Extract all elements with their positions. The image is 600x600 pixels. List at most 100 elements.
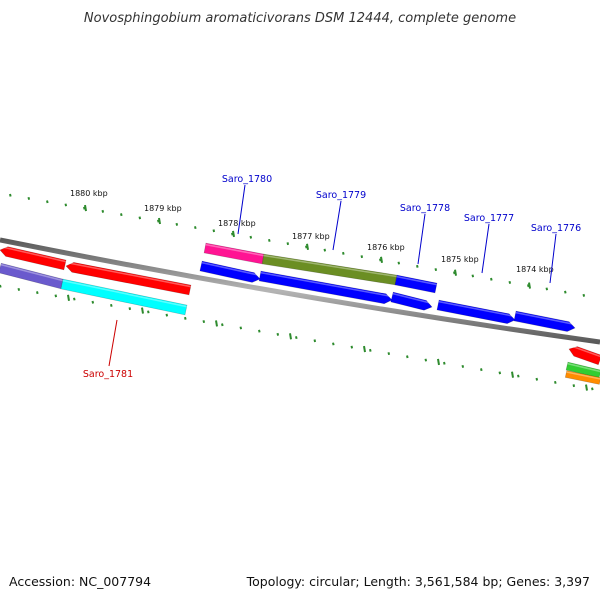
minor-tick [184, 316, 187, 320]
minor-tick [527, 284, 530, 288]
major-tick [84, 204, 87, 212]
gene-feature-inner[interactable] [199, 260, 261, 283]
minor-tick [157, 219, 160, 223]
minor-tick [443, 361, 446, 365]
major-tick [363, 345, 366, 353]
gene-features [0, 242, 600, 385]
minor-tick [231, 232, 234, 236]
gene-feature-highlight [569, 344, 600, 358]
gene-feature-highlight [260, 271, 393, 298]
gene-label-leader [481, 223, 490, 274]
gene-feature-outer[interactable] [568, 346, 600, 366]
minor-tick [286, 242, 290, 246]
gene-label-saro-1781[interactable]: Saro_1781 [83, 369, 133, 380]
minor-tick [490, 277, 493, 281]
major-tick [289, 333, 292, 340]
minor-tick [249, 235, 253, 239]
minor-tick [498, 371, 502, 375]
minor-tick [350, 345, 354, 349]
gene-feature-highlight [566, 371, 600, 380]
minor-tick [64, 203, 68, 207]
major-tick [437, 358, 440, 366]
minor-tick [434, 268, 438, 272]
gene-feature-highlight [392, 292, 433, 305]
tick-marks [0, 193, 594, 391]
minor-tick [342, 251, 345, 255]
major-tick [67, 294, 70, 301]
gene-feature-highlight [263, 254, 397, 278]
minor-tick [424, 358, 428, 362]
gene-feature-highlight [66, 261, 191, 288]
genome-backbone [0, 237, 600, 345]
minor-tick [101, 209, 105, 213]
gene-label-leader [237, 184, 246, 235]
gene-feature-highlight [396, 275, 437, 286]
major-tick [232, 230, 235, 238]
major-tick [215, 320, 218, 327]
gene-label-saro-1778[interactable]: Saro_1778 [400, 203, 450, 214]
minor-tick [194, 226, 197, 230]
gene-label-saro-1776[interactable]: Saro_1776 [531, 223, 581, 234]
gene-label-saro-1780[interactable]: Saro_1780 [222, 174, 272, 185]
gene-feature-highlight [438, 300, 516, 318]
minor-tick [535, 377, 539, 381]
minor-tick [379, 258, 382, 262]
gene-label-leader [417, 213, 426, 265]
minor-tick [406, 355, 409, 359]
scale-label: 1878 kbp [218, 219, 256, 228]
scale-labels: 1880 kbp 1879 kbp 1878 kbp 1877 kbp 1876… [70, 189, 554, 274]
scale-label: 1880 kbp [70, 189, 108, 198]
minor-tick [591, 387, 594, 391]
minor-tick [564, 290, 567, 294]
gene-feature-outer[interactable] [261, 253, 398, 286]
gene-feature-highlight [0, 263, 64, 282]
minor-tick [295, 336, 298, 340]
gene-label-leader [549, 233, 557, 284]
major-tick [380, 256, 383, 263]
major-tick [306, 243, 309, 250]
minor-tick [239, 326, 243, 330]
minor-tick [517, 374, 520, 378]
minor-tick [305, 245, 308, 249]
gene-feature-outer[interactable] [65, 262, 192, 296]
gene-feature-inner[interactable] [258, 270, 393, 305]
gene-feature-inner[interactable] [60, 278, 188, 316]
minor-tick [508, 280, 512, 284]
minor-tick [46, 200, 49, 204]
scale-label: 1875 kbp [441, 255, 479, 264]
minor-tick [212, 229, 216, 233]
minor-tick [138, 216, 142, 220]
gene-feature-inner[interactable] [436, 299, 516, 324]
gene-label-saro-1779[interactable]: Saro_1779 [316, 190, 366, 201]
minor-tick [175, 222, 179, 226]
gene-feature-outer[interactable] [203, 242, 265, 265]
minor-tick [360, 255, 364, 259]
gene-feature-inner[interactable] [564, 370, 600, 385]
map-title: Novosphingobium aromaticivorans DSM 1244… [84, 11, 516, 26]
minor-tick [27, 196, 31, 200]
scale-label: 1877 kbp [292, 232, 330, 241]
gene-feature-inner[interactable] [390, 291, 433, 311]
gene-label-leader [332, 200, 342, 251]
gene-label-saro-1777[interactable]: Saro_1777 [464, 213, 514, 224]
minor-tick [54, 294, 58, 298]
gene-feature-inner[interactable] [513, 310, 576, 332]
minor-tick [276, 332, 280, 336]
gene-feature-highlight [0, 245, 66, 263]
minor-tick [221, 323, 224, 327]
gene-feature-outer[interactable] [394, 274, 438, 294]
minor-tick [17, 287, 21, 291]
minor-tick [36, 291, 39, 295]
minor-tick [258, 329, 261, 333]
major-tick [158, 217, 161, 225]
minor-tick [572, 384, 576, 388]
minor-tick [453, 271, 456, 275]
scale-label: 1874 kbp [516, 265, 554, 274]
minor-tick [416, 264, 419, 268]
gene-feature-outer[interactable] [0, 246, 67, 271]
minor-tick [332, 342, 335, 346]
minor-tick [313, 339, 317, 343]
minor-tick [9, 193, 12, 197]
minor-tick [369, 348, 372, 352]
